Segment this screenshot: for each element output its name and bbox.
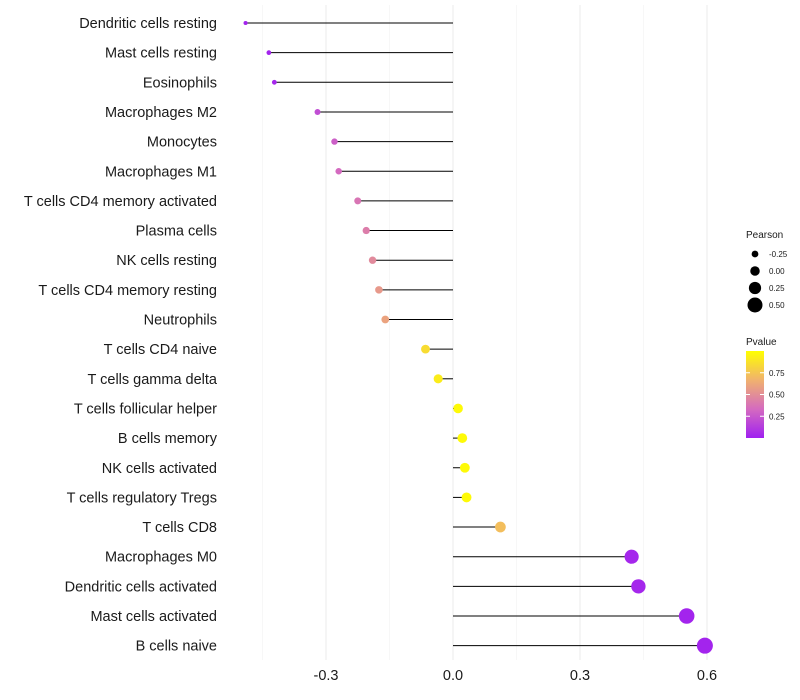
category-label: Dendritic cells resting [79,16,217,32]
point [459,462,470,473]
category-label: Eosinophils [143,75,217,91]
point [335,167,342,175]
color-legend-label: 0.50 [769,391,785,400]
size-legend-dot [751,250,759,258]
point [271,79,277,85]
category-label: Macrophages M2 [105,105,217,121]
category-label: NK cells activated [102,461,217,477]
color-legend-label: 0.25 [769,412,785,421]
point [314,108,321,115]
category-label: Macrophages M0 [105,550,217,566]
category-label: T cells CD4 memory activated [24,194,217,210]
category-label: B cells naive [136,639,217,655]
category-label: T cells CD4 memory resting [38,283,217,299]
point [453,403,463,414]
x-tick-labels: -0.3 0.0 0.3 0.6 [314,668,718,684]
point [368,256,377,264]
point [457,433,468,443]
color-legend-title: Pvalue [746,337,777,348]
size-legend-label: -0.25 [769,250,788,259]
category-label: NK cells resting [116,253,217,269]
x-tick-label: 0.0 [443,668,463,684]
point [243,20,248,26]
size-legend-label: 0.25 [769,284,785,293]
point [433,374,443,384]
point [678,608,695,624]
size-legend-dot [750,266,760,276]
point [495,521,506,533]
x-tick-label: 0.6 [697,668,717,684]
category-label: B cells memory [118,431,218,447]
x-tick-label: -0.3 [314,668,339,684]
size-legend: Pearson -0.25 0.00 0.25 0.50 [746,230,788,313]
category-labels: Dendritic cells resting Mast cells restin… [24,16,218,655]
category-label: T cells gamma delta [88,372,218,388]
category-label: T cells CD8 [142,520,217,536]
category-label: Mast cells activated [90,609,217,625]
point [421,344,430,354]
point [266,50,272,56]
size-legend-dot [748,281,762,295]
color-legend-label: 0.75 [769,369,785,378]
color-legend-bar [746,351,764,438]
point [362,226,370,235]
color-legend: Pvalue 0.75 0.50 0.25 [746,337,785,438]
point [624,549,639,564]
gridlines [262,5,708,660]
point [461,492,472,503]
size-legend-label: 0.00 [769,267,785,276]
size-legend-title: Pearson [746,230,783,241]
x-tick-label: 0.3 [570,668,590,684]
points [243,20,713,654]
category-label: T cells CD4 naive [104,342,217,358]
category-label: Dendritic cells activated [65,579,217,595]
category-label: Mast cells resting [105,46,217,62]
category-label: Macrophages M1 [105,164,217,180]
point [696,637,713,654]
category-label: Neutrophils [144,313,217,329]
size-legend-dot [747,297,763,313]
category-label: T cells regulatory Tregs [67,490,217,506]
point [631,579,646,594]
category-label: T cells follicular helper [74,401,217,417]
category-label: Monocytes [147,135,217,151]
point [375,286,383,294]
point [381,315,390,324]
point [354,197,362,205]
size-legend-label: 0.50 [769,301,785,310]
category-label: Plasma cells [136,224,217,240]
point [331,138,338,145]
